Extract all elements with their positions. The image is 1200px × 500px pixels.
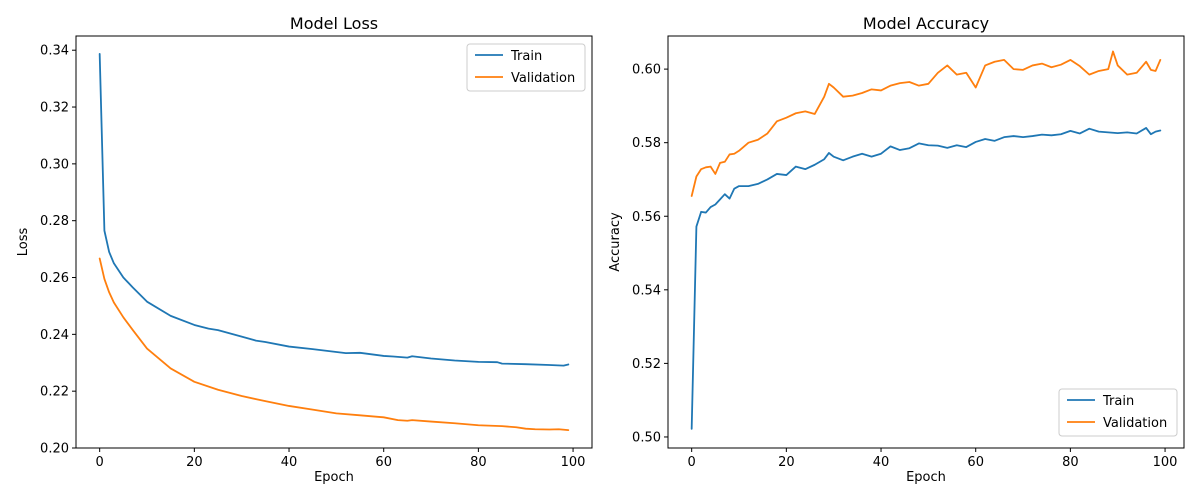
y-tick-label: 0.30	[40, 157, 69, 172]
accuracy-chart: Model Accuracy Epoch Accuracy 0 20 40 60 80 1…	[608, 14, 1185, 485]
x-tick-label: 80	[1062, 455, 1079, 470]
loss-chart-title: Model Loss	[290, 14, 378, 33]
accuracy-chart-ylabel: Accuracy	[608, 212, 623, 272]
accuracy-chart-xlabel: Epoch	[906, 470, 946, 485]
y-tick-label: 0.34	[40, 44, 69, 59]
loss-chart-ticks: 0 20 40 60 80 100 0.20 0.22 0.24 0.26 0.28 0.30 0.32…	[40, 44, 585, 470]
loss-chart: Model Loss Epoch Loss 0 20 40 60 80 100 0.20 0.…	[16, 14, 593, 485]
y-tick-label: 0.50	[632, 430, 661, 445]
loss-chart-lines	[98, 53, 570, 432]
x-tick-label: 100	[1153, 455, 1178, 470]
legend-label-validation: Validation	[511, 71, 575, 86]
x-tick-label: 40	[281, 455, 298, 470]
legend-label-train: Train	[1102, 394, 1134, 409]
accuracy-chart-frame	[667, 35, 1185, 449]
x-tick-label: 20	[186, 455, 203, 470]
accuracy-series-train-line	[690, 127, 1162, 430]
accuracy-series-validation-line	[690, 50, 1162, 197]
y-tick-label: 0.26	[40, 271, 69, 286]
accuracy-chart-ticks: 0 20 40 60 80 100 0.50 0.52 0.54 0.56 0.58 0.60	[632, 63, 1177, 470]
legend-label-validation: Validation	[1103, 416, 1167, 431]
legend-label-train: Train	[510, 49, 542, 64]
y-tick-label: 0.56	[632, 210, 661, 225]
accuracy-chart-title: Model Accuracy	[863, 14, 989, 33]
y-tick-label: 0.22	[40, 385, 69, 400]
accuracy-chart-legend: Train Validation	[1058, 388, 1178, 437]
y-tick-label: 0.28	[40, 214, 69, 229]
x-tick-label: 60	[375, 455, 392, 470]
accuracy-chart-lines	[690, 50, 1162, 430]
x-tick-label: 80	[470, 455, 487, 470]
y-tick-label: 0.24	[40, 328, 69, 343]
x-tick-label: 0	[688, 455, 696, 470]
y-tick-label: 0.52	[632, 357, 661, 372]
x-tick-label: 0	[96, 455, 104, 470]
loss-chart-frame	[75, 35, 593, 449]
loss-chart-legend: Train Validation	[466, 43, 586, 92]
x-tick-label: 20	[778, 455, 795, 470]
loss-chart-ylabel: Loss	[16, 228, 31, 257]
loss-series-train-line	[98, 53, 570, 367]
y-tick-label: 0.54	[632, 283, 661, 298]
y-tick-label: 0.32	[40, 101, 69, 116]
loss-series-validation-line	[98, 257, 570, 432]
y-tick-label: 0.60	[632, 63, 661, 78]
x-tick-label: 60	[967, 455, 984, 470]
y-tick-label: 0.20	[40, 442, 69, 457]
x-tick-label: 100	[561, 455, 586, 470]
y-tick-label: 0.58	[632, 136, 661, 151]
loss-chart-xlabel: Epoch	[314, 470, 354, 485]
x-tick-label: 40	[873, 455, 890, 470]
